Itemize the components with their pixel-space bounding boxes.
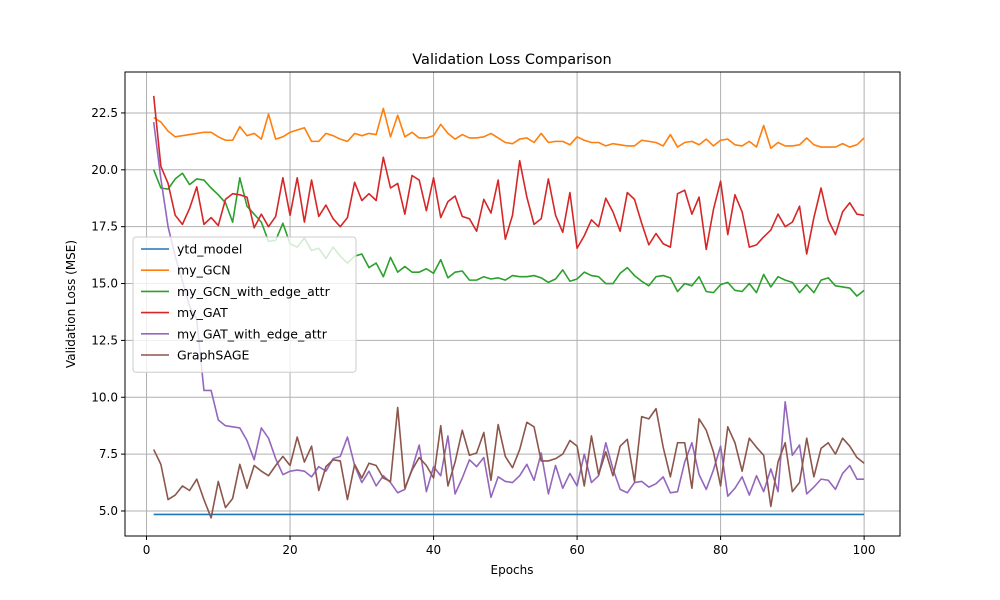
series-lines [152,95,865,519]
y-tick-label: 17.5 [91,220,118,234]
series-line-my-gat [152,95,865,255]
legend-box [132,236,357,373]
legend-label: my_GAT [177,305,228,320]
y-tick-label: 22.5 [91,106,118,120]
x-tick-label: 100 [853,543,876,557]
legend-label: ytd_model [177,242,242,257]
series-line-my-gat-with-edge-attr [152,121,865,499]
series-line-graphsage [152,406,865,519]
x-tick-label: 40 [426,543,441,557]
x-tick-label: 60 [569,543,584,557]
x-tick-label: 80 [713,543,728,557]
legend: ytd_model my_GCN my_GCN_with_edge_attr my_G… [132,236,357,373]
y-tick-label: 12.5 [91,333,118,347]
y-tick-label: 10.0 [91,390,118,404]
y-axis-label: Validation Loss (MSE) [64,240,78,368]
plot-area-frame [124,71,901,537]
legend-label: my_GCN_with_edge_attr [177,284,331,299]
x-tick-label: 20 [282,543,297,557]
x-axis-ticks: 0 20 40 60 80 100 [143,536,876,557]
y-axis-ticks: 5.0 7.5 10.0 12.5 15.0 17.5 20.0 22.5 [91,106,125,518]
y-tick-label: 5.0 [99,504,118,518]
y-tick-label: 15.0 [91,277,118,291]
x-tick-label: 0 [143,543,151,557]
y-tick-label: 7.5 [99,447,118,461]
legend-label: GraphSAGE [177,348,250,363]
legend-label: my_GAT_with_edge_attr [177,326,328,341]
y-tick-label: 20.0 [91,163,118,177]
series-line-my-gcn [153,107,865,149]
chart-title: Validation Loss Comparison [412,52,611,68]
grid-lines [125,72,900,536]
x-axis-label: Epochs [491,563,534,577]
legend-label: my_GCN [177,263,231,278]
